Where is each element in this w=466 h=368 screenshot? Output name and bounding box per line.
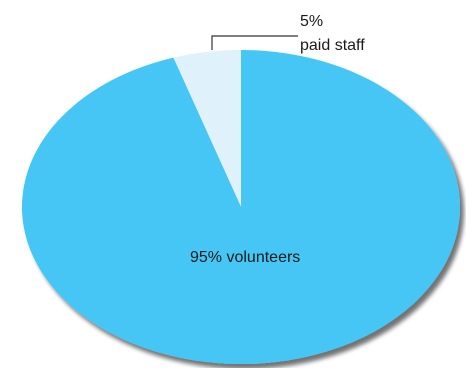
pie-slice-paid-staff: [173, 50, 241, 207]
paid-staff-percent-label: 5%: [300, 13, 323, 30]
pie-slices: [21, 50, 460, 364]
paid-staff-name-label: paid staff: [300, 37, 365, 54]
paid-staff-leader-line: [211, 35, 298, 50]
pie-slice-volunteers: [21, 50, 460, 364]
volunteers-label: 95% volunteers: [190, 249, 300, 266]
